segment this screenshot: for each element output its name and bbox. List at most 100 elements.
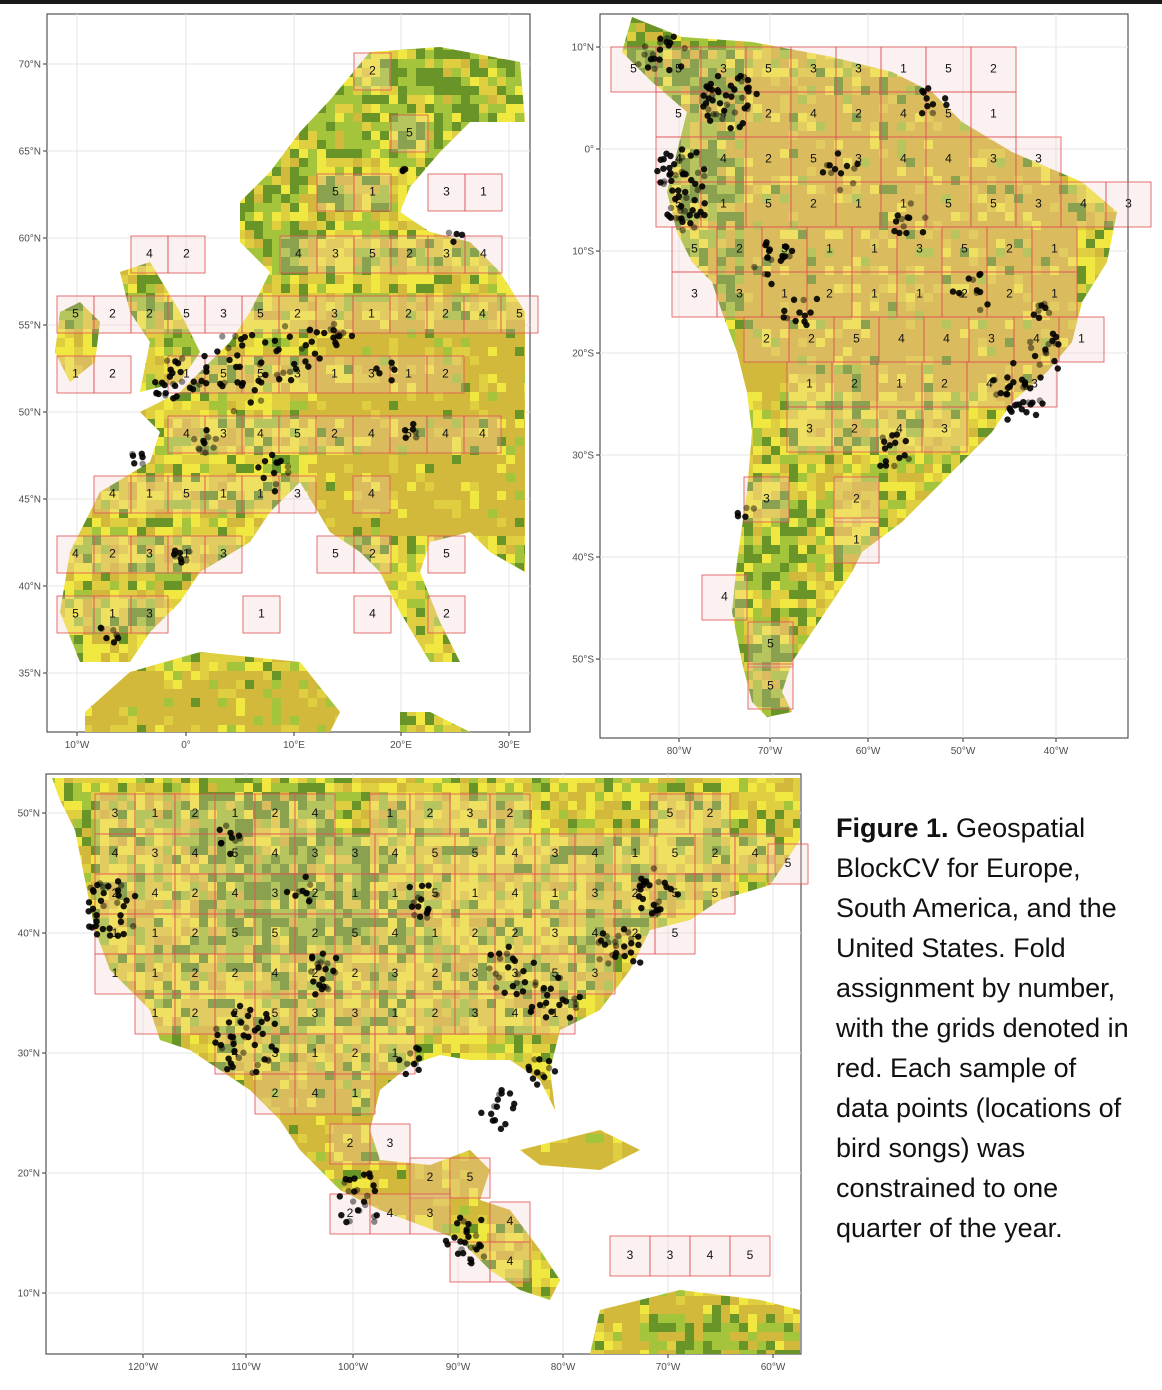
observation-point bbox=[657, 156, 664, 163]
cv-block bbox=[941, 226, 988, 273]
fold-label: 5 bbox=[810, 152, 817, 166]
cv-block bbox=[94, 953, 136, 995]
observation-point bbox=[309, 953, 316, 960]
observation-point bbox=[896, 454, 903, 462]
observation-point bbox=[302, 358, 309, 365]
observation-point bbox=[463, 1228, 470, 1236]
observation-point bbox=[505, 943, 512, 951]
cv-block bbox=[352, 295, 391, 334]
cv-block bbox=[689, 1235, 731, 1277]
observation-point bbox=[655, 898, 662, 905]
cv-block bbox=[463, 295, 502, 334]
observation-point bbox=[315, 964, 322, 971]
observation-point bbox=[219, 333, 226, 340]
fold-label: 4 bbox=[986, 377, 993, 391]
observation-point bbox=[768, 280, 775, 288]
fold-label: 3 bbox=[990, 152, 997, 166]
observation-point bbox=[261, 1056, 268, 1063]
observation-point bbox=[536, 1001, 544, 1009]
observation-point bbox=[489, 1117, 497, 1124]
y-tick-label: 30°N bbox=[18, 1049, 40, 1060]
observation-point bbox=[253, 1068, 260, 1076]
fold-label: 1 bbox=[1078, 332, 1085, 346]
fold-label: 1 bbox=[152, 926, 159, 940]
cv-block bbox=[574, 833, 616, 875]
observation-point bbox=[763, 241, 770, 249]
cv-block bbox=[806, 271, 853, 318]
observation-point bbox=[643, 878, 650, 885]
observation-point bbox=[688, 176, 695, 184]
fold-label: 2 bbox=[312, 886, 319, 900]
cv-block bbox=[294, 833, 336, 875]
fold-label: 4 bbox=[810, 107, 817, 121]
observation-point bbox=[504, 964, 512, 971]
observation-point bbox=[781, 307, 788, 315]
observation-point bbox=[627, 949, 635, 956]
fold-label: 4 bbox=[272, 966, 279, 980]
cv-block bbox=[294, 1073, 336, 1115]
observation-point bbox=[338, 1211, 345, 1219]
fold-label: 1 bbox=[352, 886, 359, 900]
x-tick-label: 100°W bbox=[338, 1362, 369, 1373]
figure-label: Figure 1. bbox=[836, 813, 949, 843]
observation-point bbox=[744, 76, 752, 84]
observation-point bbox=[333, 341, 340, 349]
fold-label: 4 bbox=[512, 846, 519, 860]
observation-point bbox=[1010, 359, 1017, 367]
observation-point bbox=[201, 439, 208, 447]
cv-block bbox=[56, 595, 95, 634]
fold-label: 4 bbox=[507, 1214, 514, 1228]
observation-point bbox=[737, 72, 744, 80]
observation-point bbox=[240, 1049, 247, 1056]
observation-point bbox=[186, 384, 194, 391]
observation-point bbox=[902, 437, 909, 445]
cv-block bbox=[241, 475, 280, 514]
cv-block bbox=[93, 475, 132, 514]
observation-point bbox=[230, 408, 237, 415]
observation-point bbox=[731, 109, 739, 116]
observation-point bbox=[529, 1075, 537, 1082]
cv-block bbox=[294, 793, 336, 835]
fold-label: 2 bbox=[736, 242, 743, 256]
cv-block bbox=[426, 295, 465, 334]
observation-point bbox=[562, 998, 570, 1005]
observation-point bbox=[183, 557, 190, 564]
observation-point bbox=[235, 832, 243, 839]
figure-caption: Figure 1. Geospatial BlockCV for Europe,… bbox=[836, 808, 1136, 1248]
cv-block bbox=[134, 913, 176, 955]
observation-point bbox=[354, 1207, 362, 1214]
observation-point bbox=[498, 1090, 505, 1097]
cv-block bbox=[130, 235, 169, 274]
fold-label: 5 bbox=[443, 547, 450, 561]
observation-point bbox=[292, 892, 299, 899]
observation-point bbox=[678, 154, 686, 161]
observation-point bbox=[225, 1019, 233, 1026]
observation-point bbox=[332, 954, 340, 962]
cv-block bbox=[454, 833, 496, 875]
observation-point bbox=[258, 1018, 265, 1026]
observation-point bbox=[686, 211, 693, 219]
fold-label: 4 bbox=[707, 1248, 714, 1262]
observation-point bbox=[1026, 385, 1034, 392]
fold-label: 4 bbox=[512, 1006, 519, 1020]
observation-point bbox=[225, 1055, 232, 1062]
observation-point bbox=[929, 101, 937, 108]
fold-label: 1 bbox=[183, 547, 190, 561]
fold-label: 3 bbox=[152, 846, 159, 860]
observation-point bbox=[139, 460, 146, 467]
observation-point bbox=[399, 167, 406, 175]
fold-label: 1 bbox=[312, 1046, 319, 1060]
fold-label: 4 bbox=[479, 427, 486, 441]
fold-label: 2 bbox=[432, 1006, 439, 1020]
observation-point bbox=[176, 549, 184, 557]
observation-point bbox=[701, 211, 708, 219]
cv-block bbox=[353, 535, 392, 574]
observation-point bbox=[657, 35, 664, 42]
cv-block bbox=[254, 913, 296, 955]
observation-point bbox=[650, 865, 658, 872]
observation-point bbox=[360, 1171, 368, 1178]
observation-point bbox=[259, 1030, 266, 1038]
observation-point bbox=[254, 1061, 261, 1069]
observation-point bbox=[234, 352, 241, 359]
observation-point bbox=[115, 892, 122, 899]
